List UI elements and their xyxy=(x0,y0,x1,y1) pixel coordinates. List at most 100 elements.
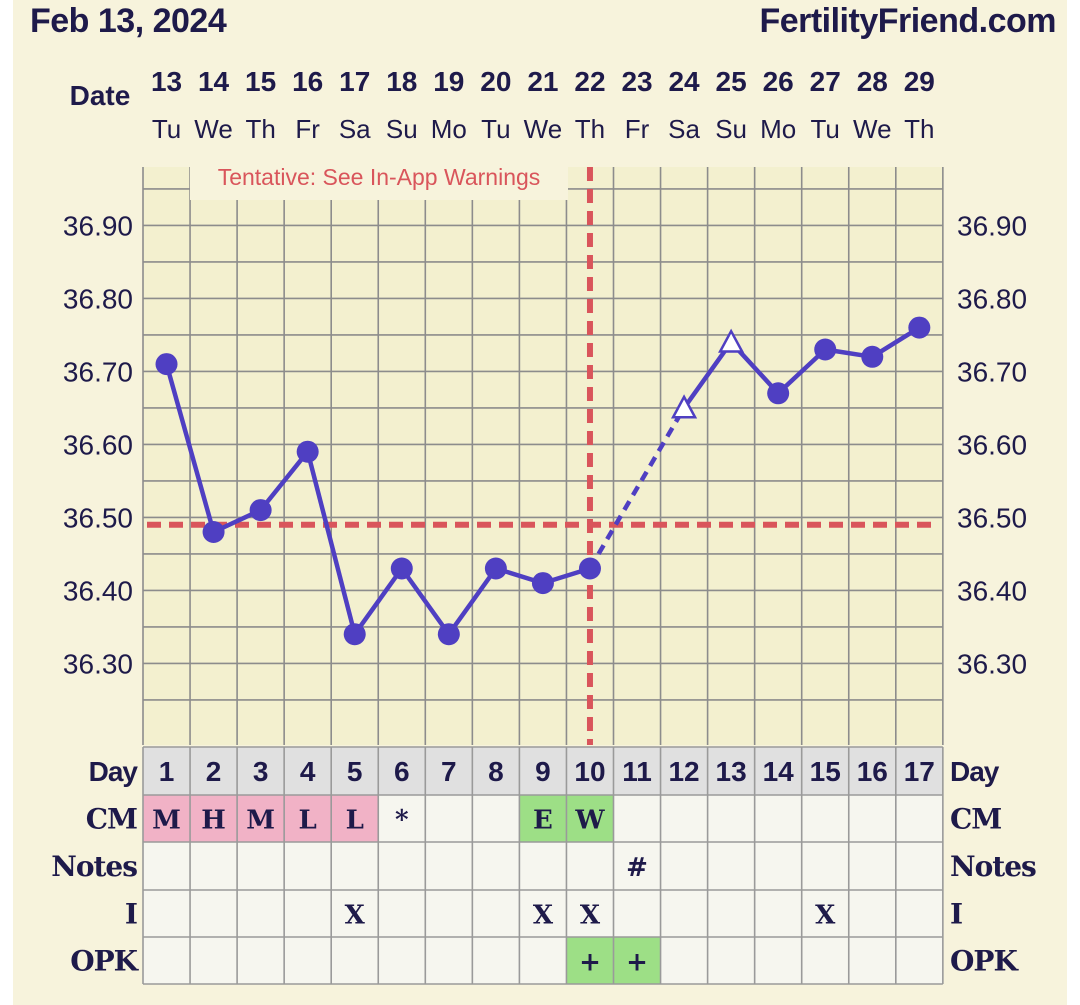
temperature-line-segment xyxy=(352,567,404,636)
row-label-left: Day xyxy=(89,756,139,787)
table-cell-fill xyxy=(472,747,520,795)
weekday-label: Su xyxy=(715,114,747,144)
temperature-line-segment xyxy=(399,567,451,636)
table-cell-fill xyxy=(284,747,332,795)
table-cell-fill xyxy=(707,747,755,795)
right-edge-band xyxy=(1067,0,1080,1005)
table-cell-cm: W xyxy=(574,806,605,836)
table-cell-cycle_days: 11 xyxy=(622,756,652,787)
temperature-line-segment xyxy=(258,450,310,512)
weekday-label: Fr xyxy=(295,114,320,144)
temperature-point xyxy=(390,557,413,580)
table-cell-fill xyxy=(566,747,614,795)
y-tick-label-right: 36.50 xyxy=(957,502,1027,533)
table-cell-cycle_days: 1 xyxy=(159,756,175,787)
date-number: 18 xyxy=(386,66,417,97)
table-cell-fill xyxy=(754,747,802,795)
weekday-label: Fr xyxy=(625,114,650,144)
temperature-point xyxy=(767,382,790,405)
weekday-label: We xyxy=(524,114,563,144)
weekday-label: Su xyxy=(386,114,418,144)
table-cell-fill xyxy=(613,747,661,795)
row-label-left: CM xyxy=(86,803,137,836)
date-number: 29 xyxy=(904,66,935,97)
temperature-point xyxy=(437,623,460,646)
temperature-point xyxy=(484,557,507,580)
table-cell-cm: E xyxy=(533,806,553,836)
date-number: 21 xyxy=(527,66,558,97)
temperature-line-segment xyxy=(446,567,498,636)
table-cell-cycle_days: 10 xyxy=(574,756,605,787)
table-cell-fill xyxy=(143,795,191,842)
table-cell-notes: # xyxy=(626,853,648,883)
table-cell-cm: L xyxy=(299,806,317,836)
temperature-point xyxy=(861,345,884,368)
table-cell-cycle_days: 13 xyxy=(716,756,747,787)
date-number: 28 xyxy=(857,66,888,97)
table-cell-cycle_days: 17 xyxy=(904,756,935,787)
table-cell-intercourse: X xyxy=(815,901,836,931)
date-number: 13 xyxy=(151,66,182,97)
weekday-label: Mo xyxy=(431,114,467,144)
table-cell-intercourse: X xyxy=(533,901,554,931)
weekday-label: Tu xyxy=(811,114,840,144)
date-number: 24 xyxy=(668,66,700,97)
table-cell-cycle_days: 15 xyxy=(810,756,841,787)
left-edge-band xyxy=(0,0,13,1005)
row-label-left: Notes xyxy=(51,850,137,883)
date-number: 23 xyxy=(621,66,652,97)
table-cell-cycle_days: 9 xyxy=(535,756,551,787)
weekday-label: Th xyxy=(904,114,934,144)
table-cell-fill xyxy=(237,747,285,795)
table-cell-fill xyxy=(190,795,238,842)
table-cell-cycle_days: 8 xyxy=(488,756,504,787)
weekday-label: Mo xyxy=(760,114,796,144)
table-cell-cycle_days: 3 xyxy=(253,756,269,787)
temperature-line-segment xyxy=(588,406,687,570)
table-cell-cycle_days: 14 xyxy=(763,756,795,787)
table-cell-cycle_days: 12 xyxy=(668,756,699,787)
table-cell-fill xyxy=(237,795,285,842)
temperature-point xyxy=(908,316,931,339)
y-tick-label-left: 36.90 xyxy=(63,210,133,241)
row-label-right: Notes xyxy=(950,850,1036,883)
temperature-point xyxy=(202,521,225,543)
table-cell-fill xyxy=(801,747,849,795)
table-cell-fill xyxy=(425,747,473,795)
date-number: 22 xyxy=(574,66,605,97)
y-tick-label-right: 36.60 xyxy=(957,429,1027,460)
table-cell-intercourse: X xyxy=(580,901,601,931)
temperature-point xyxy=(249,499,272,522)
table-cell-cycle_days: 6 xyxy=(394,756,410,787)
weekday-label: Sa xyxy=(339,114,371,144)
weekday-label: Th xyxy=(245,114,275,144)
weekday-label: We xyxy=(194,114,233,144)
table-cell-cycle_days: 16 xyxy=(857,756,888,787)
row-label-right: OPK xyxy=(950,945,1019,978)
weekday-label: Tu xyxy=(481,114,510,144)
temperature-point xyxy=(296,440,319,463)
temperature-point xyxy=(343,623,366,646)
table-cell-fill xyxy=(566,795,614,842)
table-cell-fill xyxy=(613,937,661,984)
table-cell-fill xyxy=(519,747,567,795)
temperature-line-segment xyxy=(682,340,733,410)
date-row-label: Date xyxy=(70,80,131,111)
site-name: FertilityFriend.com xyxy=(759,2,1056,40)
date-number: 26 xyxy=(763,66,794,97)
table-cell-fill xyxy=(190,747,238,795)
y-tick-label-left: 36.50 xyxy=(63,502,133,533)
tentative-warning: Tentative: See In-App Warnings xyxy=(218,164,541,190)
weekday-label: Sa xyxy=(668,114,700,144)
table-cell-cm: M xyxy=(246,806,275,836)
y-tick-label-left: 36.80 xyxy=(63,283,133,314)
y-tick-label-left: 36.40 xyxy=(63,575,133,606)
table-cell-opk: + xyxy=(626,948,648,978)
y-tick-label-left: 36.30 xyxy=(63,648,133,679)
row-label-right: I xyxy=(950,898,962,931)
table-cell-cycle_days: 2 xyxy=(206,756,222,787)
table-cell-fill xyxy=(895,747,943,795)
date-number: 15 xyxy=(245,66,276,97)
table-cell-fill xyxy=(331,795,379,842)
